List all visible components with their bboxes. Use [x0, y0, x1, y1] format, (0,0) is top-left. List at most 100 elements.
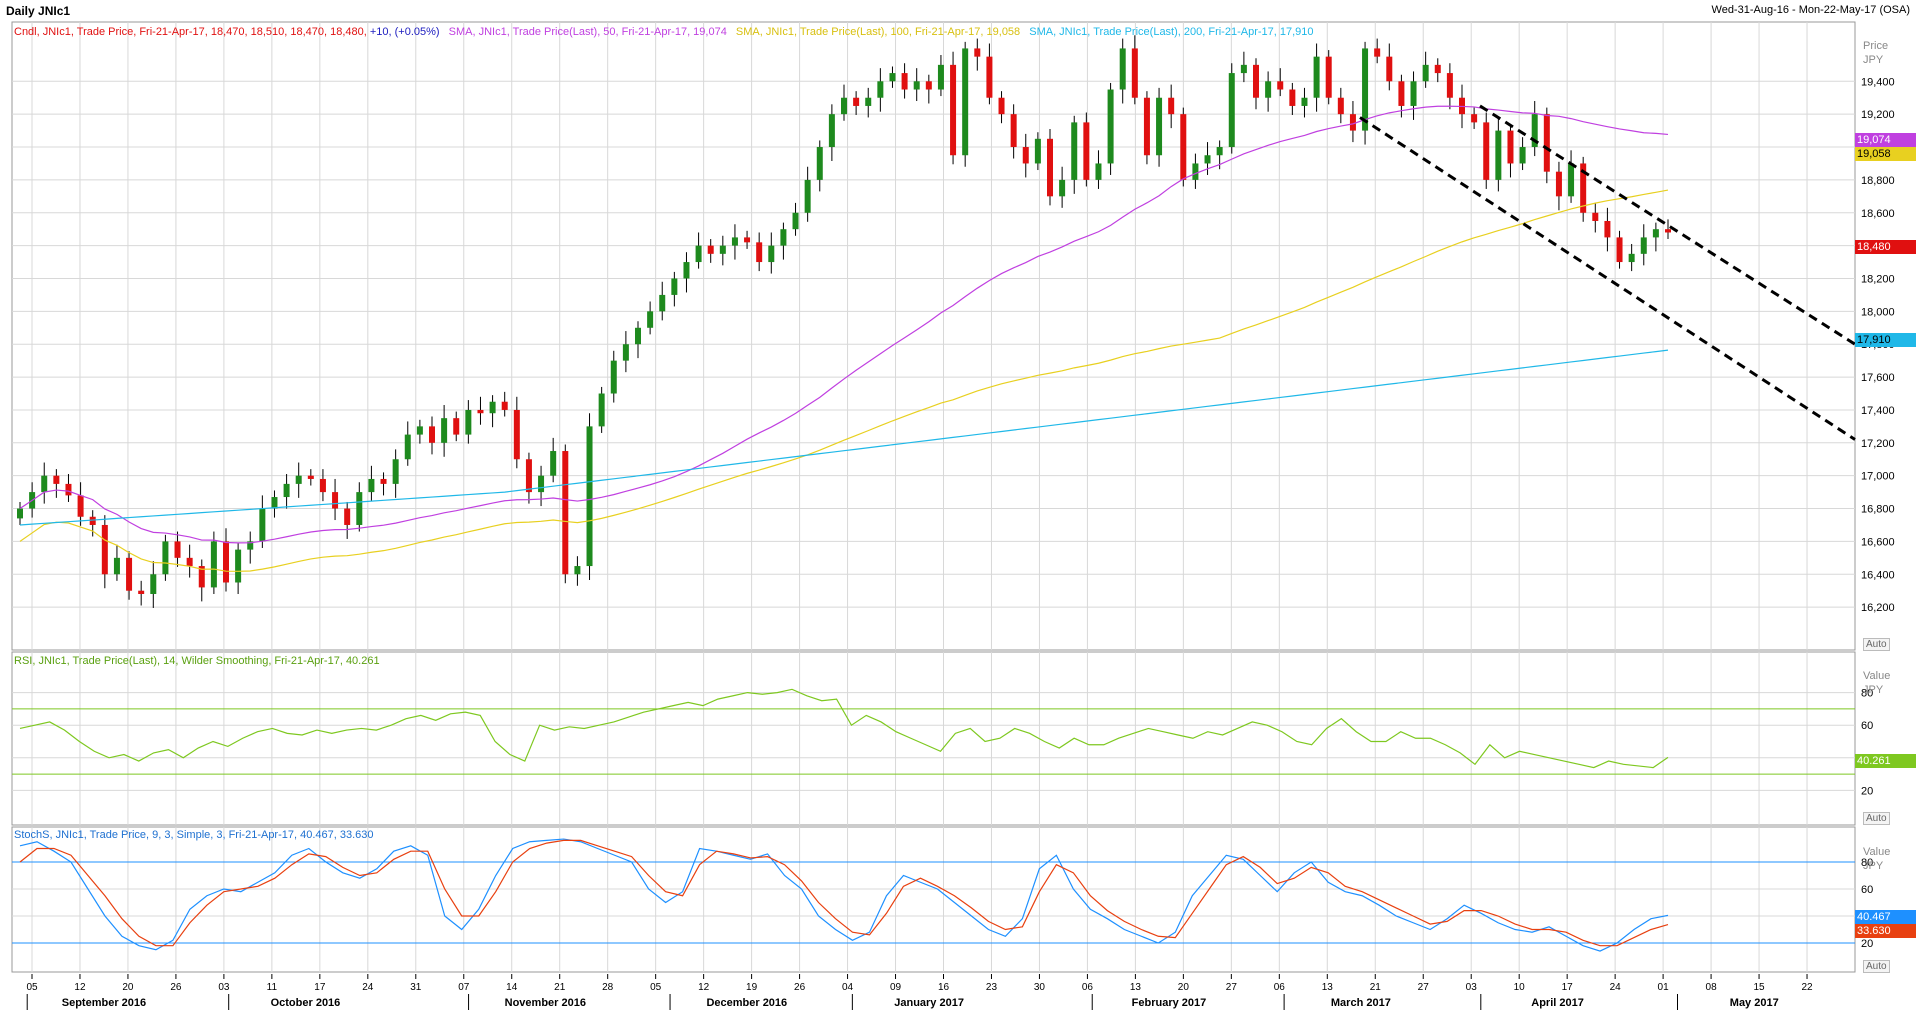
candle-up	[877, 81, 884, 98]
x-day-tick-label: 08	[1706, 982, 1718, 993]
candle-up	[416, 426, 423, 435]
candle-up	[489, 401, 496, 414]
candle-down	[1349, 114, 1356, 131]
candle-up	[1071, 122, 1078, 180]
stoch-series-line-1	[19, 838, 1669, 952]
candle-down	[1446, 73, 1453, 98]
x-day-tick-label: 23	[986, 982, 998, 993]
candle-up	[1265, 81, 1272, 98]
x-day-tick-label: 15	[1753, 982, 1765, 993]
candle-up	[865, 97, 872, 106]
candle-up	[780, 229, 787, 246]
stoch-tick-label: 60	[1861, 884, 1873, 896]
price-tick-label: 18,600	[1861, 208, 1895, 220]
candle-up	[659, 294, 666, 312]
x-month-label: October 2016	[271, 997, 341, 1009]
candle-down	[174, 541, 181, 558]
rsi-axis-label: Value	[1863, 670, 1891, 682]
x-day-tick-label: 19	[746, 982, 758, 993]
candle-down	[1592, 212, 1599, 221]
candle-up	[259, 508, 266, 542]
candle-down	[198, 566, 205, 588]
stoch-auto-scale-button[interactable]: Auto	[1863, 960, 1890, 973]
x-day-tick-label: 06	[1082, 982, 1094, 993]
candle-up	[17, 508, 23, 519]
x-day-tick-label: 03	[218, 982, 230, 993]
candle-down	[1143, 97, 1150, 156]
price-tick-label: 16,600	[1861, 536, 1895, 548]
x-day-tick-label: 26	[794, 982, 806, 993]
candle-up	[1652, 229, 1659, 238]
candle-up	[695, 245, 702, 263]
candle-up	[1034, 138, 1041, 164]
candle-down	[756, 242, 763, 263]
candle-down	[1083, 122, 1090, 180]
legend-sma50: SMA, JNIc1, Trade Price(Last), 50, Fri-2…	[448, 26, 727, 38]
candle-up	[1362, 48, 1369, 131]
candle-up	[368, 478, 375, 493]
candle-up	[162, 541, 169, 575]
candle-up	[1410, 81, 1417, 106]
stoch-panel-frame	[11, 826, 1856, 973]
candle-up	[1107, 89, 1114, 164]
x-day-tick-label: 20	[122, 982, 134, 993]
rsi-auto-scale-button[interactable]: Auto	[1863, 812, 1890, 825]
candle-down	[453, 418, 460, 435]
candle-down	[1277, 81, 1284, 90]
candle-down	[1325, 56, 1332, 98]
x-day-tick-label: 27	[1226, 982, 1238, 993]
price-axis-unit: JPY	[1863, 54, 1884, 66]
candle-up	[1216, 147, 1223, 156]
candle-up	[441, 418, 448, 443]
x-day-tick-label: 21	[554, 982, 566, 993]
x-day-tick-label: 11	[267, 982, 278, 993]
price-auto-scale-button[interactable]: Auto	[1863, 638, 1890, 651]
x-day-tick-label: 24	[362, 982, 374, 993]
x-day-tick-label: 17	[314, 982, 326, 993]
candle-up	[150, 574, 157, 594]
candle-up	[1640, 237, 1647, 254]
x-day-tick-label: 12	[698, 982, 710, 993]
candle-down	[974, 48, 981, 57]
candle-down	[1434, 64, 1441, 74]
candle-down	[1483, 122, 1490, 180]
candle-down	[380, 478, 387, 484]
candle-up	[283, 483, 290, 498]
candle-up	[828, 114, 835, 148]
candle-down	[513, 409, 520, 460]
price-tick-label: 16,200	[1861, 602, 1895, 614]
candle-up	[586, 426, 593, 567]
candle-up	[889, 73, 896, 82]
x-day-tick-label: 16	[938, 982, 950, 993]
x-month-label: November 2016	[505, 997, 586, 1009]
candle-up	[465, 409, 472, 435]
candle-down	[319, 478, 326, 493]
x-day-tick-label: 17	[1562, 982, 1574, 993]
candle-down	[186, 557, 193, 567]
candle-down	[89, 516, 96, 525]
legend-cndl-change: +10, (+0.05%)	[369, 26, 440, 38]
x-month-label: March 2017	[1331, 997, 1391, 1009]
candle-down	[525, 459, 532, 493]
rsi-tick-label: 60	[1861, 720, 1873, 732]
tag-sma50: 19,074	[1855, 133, 1916, 147]
x-day-tick-label: 31	[410, 982, 422, 993]
candle-down	[53, 475, 60, 484]
rsi-tick-label: 80	[1861, 688, 1873, 700]
price-tick-label: 17,600	[1861, 372, 1895, 384]
tag-last-price: 18,480	[1855, 240, 1916, 254]
x-day-tick-label: 01	[1658, 982, 1670, 993]
candle-up	[1422, 64, 1429, 82]
x-day-tick-label: 13	[1130, 982, 1142, 993]
price-tick-label: 17,000	[1861, 471, 1895, 483]
price-tick-label: 18,200	[1861, 273, 1895, 285]
stoch-legend: StochS, JNIc1, Trade Price, 9, 3, Simple…	[14, 829, 374, 841]
candle-up	[683, 262, 690, 279]
x-day-tick-label: 27	[1418, 982, 1430, 993]
candle-down	[1131, 48, 1138, 98]
candle-up	[719, 245, 726, 254]
candle-up	[295, 475, 302, 484]
candle-up	[1301, 97, 1308, 106]
candle-down	[707, 245, 714, 254]
